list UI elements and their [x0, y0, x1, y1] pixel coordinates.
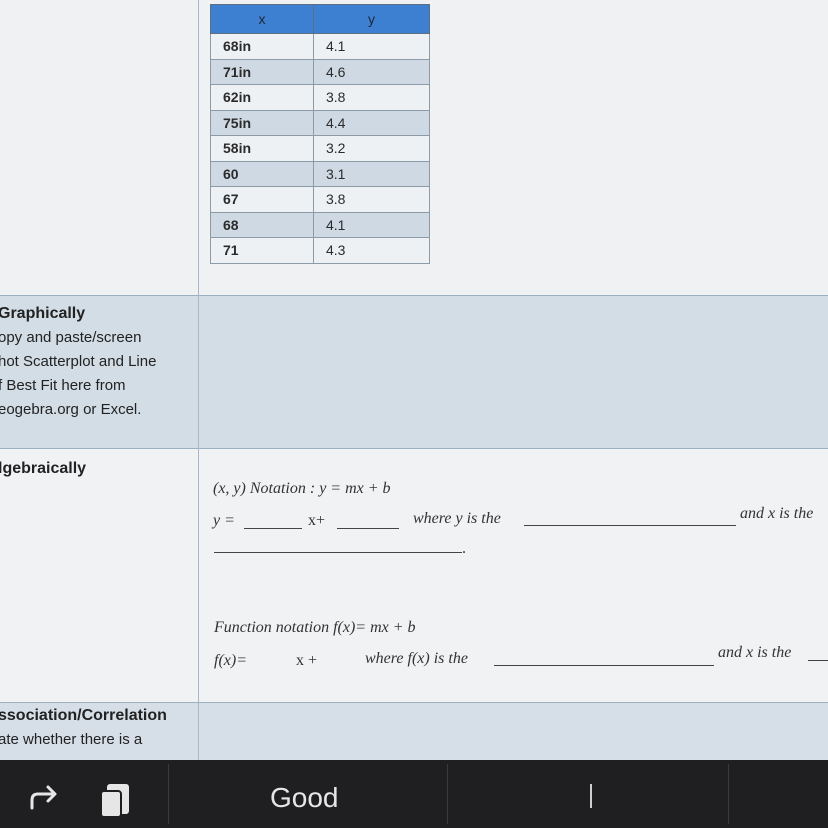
y-cell: 4.4 [313, 109, 430, 136]
table-row: 58in 3.2 [210, 135, 430, 162]
row-divider [0, 448, 828, 449]
table-row: 67 3.8 [210, 186, 430, 213]
association-label: ssociation/Correlation ate whether there… [0, 704, 167, 752]
worksheet-page: x y 68in 4.1 71in 4.6 62in 3.8 75in 4.4 58in 3.2 6… [0, 0, 828, 760]
xy-data-table: x y 68in 4.1 71in 4.6 62in 3.8 75in 4.4 58in 3.2 6… [210, 4, 430, 264]
association-line: ate whether there is a [0, 731, 143, 748]
y-cell: 3.8 [313, 84, 430, 111]
intercept-blank[interactable] [337, 528, 399, 529]
table-row: 60 3.1 [210, 160, 430, 187]
y-cell: 4.3 [313, 237, 430, 264]
row-divider [0, 702, 828, 703]
where-y-text: where y is the [413, 510, 501, 527]
period-text: . [462, 540, 466, 557]
graphically-label: Graphically opy and paste/screen hot Sca… [0, 302, 156, 422]
table-row: 68 4.1 [210, 211, 430, 238]
graphically-line: opy and paste/screen [0, 329, 142, 346]
and-x-text-2: and x is the [718, 644, 792, 661]
table-row: 68in 4.1 [210, 33, 430, 60]
y-meaning-blank[interactable] [524, 525, 736, 526]
xy-table-body: 68in 4.1 71in 4.6 62in 3.8 75in 4.4 58in 3.2 60 3.1… [210, 33, 430, 264]
graphically-row [0, 295, 828, 448]
fx-equals-text: f(x)= [214, 652, 247, 669]
toolbar-divider [728, 764, 729, 824]
slope-blank[interactable] [244, 528, 302, 529]
graphically-line: eogebra.org or Excel. [0, 401, 142, 418]
row-divider [0, 295, 828, 296]
table-row: 62in 3.8 [210, 84, 430, 111]
algebraically-heading: lgebraically [0, 460, 87, 477]
table-row: 71 4.3 [210, 237, 430, 264]
text-cursor-icon [590, 784, 592, 808]
x-meaning-blank-2[interactable] [808, 660, 828, 661]
algebraically-row [0, 448, 828, 702]
keyboard-toolbar [0, 760, 828, 828]
y-column-header: y [313, 4, 430, 34]
association-heading: ssociation/Correlation [0, 707, 167, 724]
function-notation-text: Function notation f(x)= mx + b [214, 619, 416, 636]
y-cell: 4.1 [313, 211, 430, 238]
y-cell: 3.1 [313, 160, 430, 187]
y-cell: 3.8 [313, 186, 430, 213]
x-cell: 60 [210, 160, 314, 187]
y-cell: 3.2 [313, 135, 430, 162]
x-meaning-blank[interactable] [214, 552, 462, 553]
algebraically-label: lgebraically [0, 457, 86, 481]
y-cell: 4.6 [313, 58, 430, 85]
column-divider [198, 0, 199, 760]
fx-x-plus-text: x + [296, 652, 318, 669]
association-row [0, 702, 828, 760]
x-cell: 71 [210, 237, 314, 264]
toolbar-divider [168, 764, 169, 824]
graphically-heading: Graphically [0, 305, 86, 322]
clipboard-icon[interactable] [98, 780, 134, 820]
x-plus-text: x+ [308, 512, 326, 529]
graphically-line: f Best Fit here from [0, 377, 126, 394]
x-cell: 68 [210, 211, 314, 238]
x-column-header: x [210, 4, 314, 34]
x-cell: 58in [210, 135, 314, 162]
where-fx-text: where f(x) is the [365, 650, 468, 667]
fx-meaning-blank[interactable] [494, 665, 714, 666]
x-cell: 71in [210, 58, 314, 85]
y-cell: 4.1 [313, 33, 430, 60]
toolbar-divider [447, 764, 448, 824]
graphically-line: hot Scatterplot and Line [0, 353, 157, 370]
table-row: 75in 4.4 [210, 109, 430, 136]
x-cell: 67 [210, 186, 314, 213]
x-cell: 62in [210, 84, 314, 111]
table-row: 71in 4.6 [210, 58, 430, 85]
and-x-text: and x is the [740, 505, 814, 522]
redo-arrow-icon[interactable] [26, 782, 62, 812]
y-equals-text: y = [213, 512, 235, 529]
suggestion-word[interactable]: Good [270, 782, 339, 813]
xy-notation-text: (x, y) Notation : y = mx + b [213, 480, 391, 497]
x-cell: 68in [210, 33, 314, 60]
x-cell: 75in [210, 109, 314, 136]
